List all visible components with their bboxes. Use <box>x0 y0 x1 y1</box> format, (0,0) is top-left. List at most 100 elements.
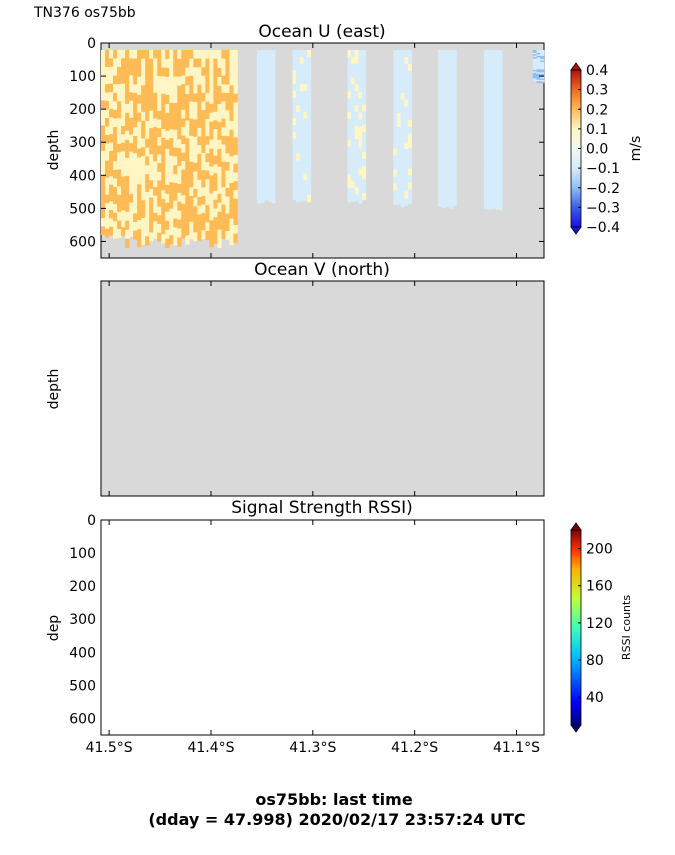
heatmap-cell <box>351 146 356 154</box>
y-tick-label: 600 <box>69 234 96 250</box>
heatmap-cell <box>209 229 214 239</box>
heatmap-cell <box>133 58 138 68</box>
heatmap-cell <box>400 199 405 208</box>
heatmap-cell <box>145 138 150 148</box>
heatmap-cell <box>449 107 454 116</box>
heatmap-cell <box>354 194 359 202</box>
heatmap-cell <box>193 188 198 198</box>
heatmap-cell <box>225 196 230 206</box>
heatmap-cell <box>113 127 118 136</box>
heatmap-cell <box>177 157 182 167</box>
heatmap-cell <box>121 201 126 211</box>
heatmap-cell <box>347 98 352 106</box>
heatmap-cell <box>536 52 541 55</box>
heatmap-cell <box>213 208 218 218</box>
colorbar-tick-label: −0.3 <box>586 200 620 216</box>
heatmap-cell <box>540 67 545 70</box>
heatmap-cell <box>141 182 146 192</box>
heatmap-cell <box>267 49 272 58</box>
heatmap-cell <box>153 127 158 136</box>
heatmap-cell <box>449 85 454 94</box>
heatmap-cell <box>113 58 118 68</box>
heatmap-cell <box>483 179 488 188</box>
heatmap-cell <box>299 180 304 188</box>
panel-title: Signal Strength RSSI) <box>231 498 413 518</box>
heatmap-cell <box>307 91 312 99</box>
heatmap-cell <box>358 189 363 197</box>
heatmap-cell <box>217 157 222 168</box>
heatmap-cell <box>347 139 352 148</box>
heatmap-cell <box>137 238 142 248</box>
heatmap-cell <box>445 164 450 172</box>
heatmap-cell <box>487 71 492 80</box>
heatmap-cell <box>161 137 166 147</box>
heatmap-cell <box>233 137 238 147</box>
heatmap-cell <box>393 162 398 170</box>
heatmap-cell <box>193 76 198 85</box>
heatmap-cell <box>452 156 457 164</box>
heatmap-cell <box>303 139 308 147</box>
heatmap-cell <box>498 144 503 153</box>
heatmap-cell <box>213 58 218 68</box>
heatmap-cell <box>121 227 126 236</box>
heatmap-cell <box>117 177 122 187</box>
heatmap-cell <box>307 77 312 85</box>
heatmap-cell <box>213 76 218 86</box>
heatmap-cell <box>221 144 226 154</box>
heatmap-cell <box>149 67 154 77</box>
colorbar-tick-label: 0.4 <box>586 63 608 79</box>
heatmap-cell <box>296 146 301 154</box>
heatmap-cell <box>260 112 265 120</box>
y-tick-label: 300 <box>69 612 96 628</box>
heatmap-cell <box>303 98 308 106</box>
heatmap-cell <box>362 145 367 153</box>
heatmap-cell <box>213 155 218 165</box>
heatmap-cell <box>483 57 488 65</box>
heatmap-cell <box>157 93 162 103</box>
heatmap-cell <box>173 218 178 228</box>
heatmap-cell <box>149 189 154 198</box>
heatmap-cell <box>393 85 398 93</box>
heatmap-cell <box>229 94 234 104</box>
heatmap-cell <box>101 184 106 194</box>
heatmap-cell <box>404 49 409 58</box>
heatmap-cell <box>161 199 166 209</box>
heatmap-cell <box>121 100 126 110</box>
heatmap-cell <box>351 70 356 78</box>
heatmap-cell <box>487 144 492 152</box>
heatmap-cell <box>217 112 222 123</box>
heatmap-cell <box>165 229 170 240</box>
heatmap-cell <box>145 103 150 113</box>
heatmap-cell <box>452 106 457 114</box>
heatmap-cell <box>141 76 146 86</box>
heatmap-cell <box>307 160 312 168</box>
heatmap-cell <box>117 126 122 136</box>
heatmap-cell <box>441 64 446 72</box>
heatmap-cell <box>157 128 162 138</box>
heatmap-cell <box>173 49 178 60</box>
heatmap-cell <box>149 136 154 146</box>
heatmap-cell <box>169 208 174 218</box>
heatmap-cell <box>483 136 488 145</box>
heatmap-cell <box>105 101 110 110</box>
heatmap-cell <box>209 193 214 203</box>
heatmap-cell <box>217 58 222 69</box>
heatmap-cell <box>407 161 412 169</box>
heatmap-cell <box>153 109 158 119</box>
heatmap-cell <box>441 107 446 115</box>
heatmap-cell <box>189 118 194 128</box>
heatmap-cell <box>161 120 166 130</box>
heatmap-cell <box>445 114 450 122</box>
colorbar-extend-bottom <box>570 724 582 733</box>
heatmap-cell <box>445 71 450 79</box>
heatmap-cell <box>117 186 122 196</box>
heatmap-cell <box>358 140 363 148</box>
heatmap-cell <box>400 142 405 151</box>
heatmap-cell <box>229 120 234 131</box>
heatmap-cell <box>165 139 170 150</box>
heatmap-cell <box>362 131 367 139</box>
heatmap-cell <box>407 112 412 121</box>
heatmap-cell <box>221 127 226 137</box>
heatmap-cell <box>173 156 178 166</box>
heatmap-cell <box>109 108 114 118</box>
